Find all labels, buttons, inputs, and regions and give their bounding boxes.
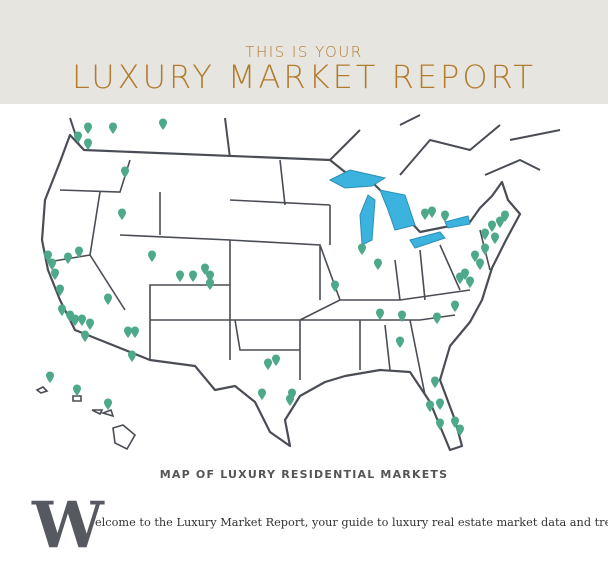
map-pin-icon: [481, 228, 489, 240]
map-pin-icon: [466, 276, 474, 288]
map-pin-icon: [109, 122, 117, 134]
map-pin-icon: [81, 330, 89, 342]
map-pin-icon: [118, 208, 126, 220]
map-pin-icon: [46, 371, 54, 383]
map-pin-icon: [481, 243, 489, 255]
map-pin-icon: [491, 232, 499, 244]
map-pin-icon: [131, 326, 139, 338]
map-pin-icon: [331, 280, 339, 292]
map-pin-icon: [48, 258, 56, 270]
map-pin-icon: [51, 268, 59, 280]
map-pin-icon: [456, 424, 464, 436]
map-pin-icon: [374, 258, 382, 270]
map-pin-icon: [461, 268, 469, 280]
map-pin-icon: [121, 166, 129, 178]
map-pin-icon: [428, 206, 436, 218]
map-pin-icon: [441, 210, 449, 222]
map-pin-icon: [189, 270, 197, 282]
map-pin-icon: [75, 246, 83, 258]
map-caption: MAP OF LUXURY RESIDENTIAL MARKETS: [159, 468, 449, 481]
map-pin-icon: [426, 400, 434, 412]
map-pin-icon: [476, 258, 484, 270]
map-pin-icon: [358, 243, 366, 255]
map-pin-icon: [272, 354, 280, 366]
map-pin-icon: [496, 216, 504, 228]
map-pin-icon: [471, 250, 479, 262]
map-pin-icon: [436, 418, 444, 430]
map-pin-icon: [56, 284, 64, 296]
map-pin-icon: [71, 314, 79, 326]
map-pin-icon: [74, 131, 82, 143]
map-pin-icon: [488, 220, 496, 232]
map-pin-icon: [433, 312, 441, 324]
map-pin-icon: [431, 376, 439, 388]
map-pin-icon: [436, 398, 444, 410]
map-pin-icon: [128, 350, 136, 362]
map-pin-icon: [451, 300, 459, 312]
map-pin-icon: [396, 336, 404, 348]
map-pin-icon: [264, 358, 272, 370]
map-pin-icon: [286, 394, 294, 406]
map-pin-icon: [84, 138, 92, 150]
map-pin-icon: [64, 252, 72, 264]
map-pin-icon: [398, 310, 406, 322]
drop-cap: W: [32, 488, 104, 563]
map-pin-icon: [148, 250, 156, 262]
map-pin-icon: [421, 208, 429, 220]
great-lakes: [328, 169, 471, 249]
header-kicker: THIS IS YOUR: [245, 43, 363, 61]
map-pin-icon: [501, 210, 509, 222]
map-pin-icon: [86, 318, 94, 330]
map-pin-icon: [258, 388, 266, 400]
map-pin-icon: [78, 314, 86, 326]
map-pin-icon: [176, 270, 184, 282]
luxury-markets-map: [35, 114, 561, 452]
map-pin-icon: [451, 416, 459, 428]
report-header: THIS IS YOUR LUXURY MARKET REPORT: [0, 0, 608, 104]
map-pin-icon: [104, 398, 112, 410]
map-pin-icon: [58, 304, 66, 316]
hawaii-islands: [35, 386, 137, 451]
map-pin-icon: [73, 384, 81, 396]
map-pin-icon: [104, 293, 112, 305]
map-pin-icon: [159, 118, 167, 130]
map-pin-icon: [376, 308, 384, 320]
intro-text: elcome to the Luxury Market Report, your…: [95, 516, 608, 529]
map-pin-icon: [124, 326, 132, 338]
map-pin-icon: [206, 278, 214, 290]
report-title: LUXURY MARKET REPORT: [72, 58, 536, 96]
map-pin-icon: [84, 122, 92, 134]
market-pins: [44, 118, 509, 436]
